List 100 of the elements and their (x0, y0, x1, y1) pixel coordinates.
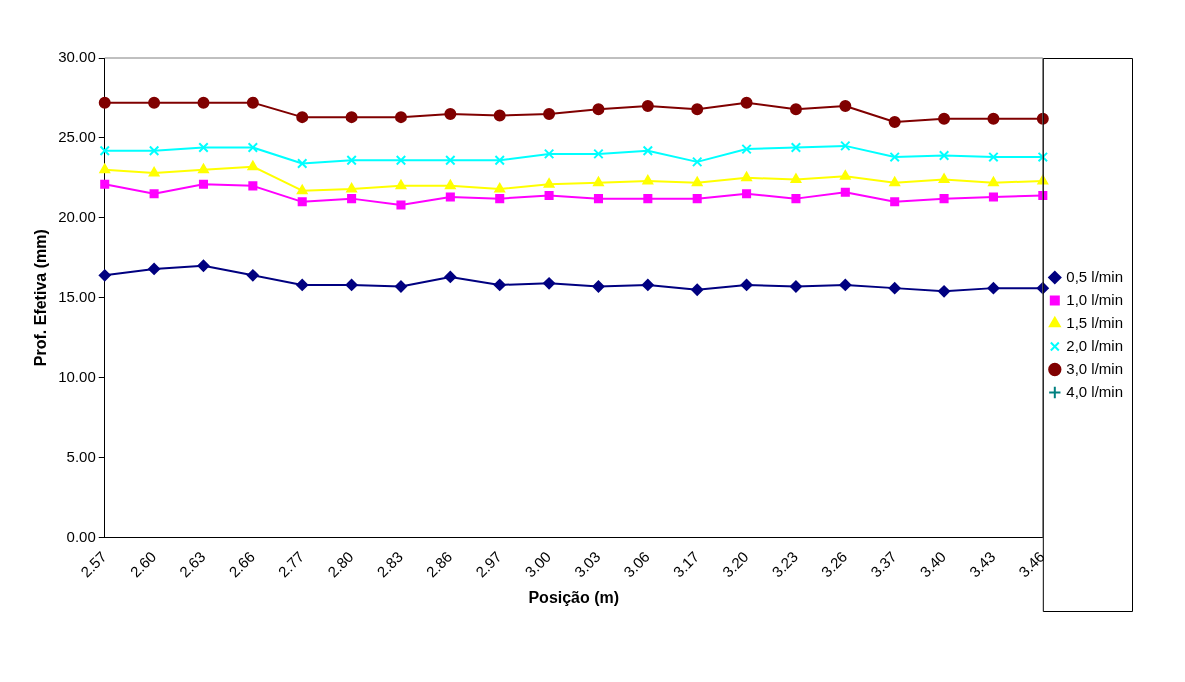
point (544, 190, 554, 200)
point (395, 155, 407, 166)
point (395, 179, 407, 190)
y-tick-label: 15.00 (58, 287, 96, 305)
x-tick-label: 3.40 (916, 547, 950, 581)
x-tick-label: 3.00 (521, 547, 555, 581)
point (543, 178, 555, 188)
point (643, 194, 653, 204)
point (593, 148, 604, 160)
point (988, 192, 998, 202)
point (840, 187, 850, 197)
point (148, 262, 161, 275)
point (592, 280, 605, 293)
x-tick-label: 3.26 (817, 547, 851, 581)
point (543, 107, 556, 120)
legend-label: 1,0 l/min (1066, 290, 1124, 308)
legend-label: 4,0 l/min (1066, 382, 1124, 400)
point (642, 145, 654, 156)
x-tick-label: 3.03 (570, 547, 604, 581)
point (247, 160, 259, 171)
point (938, 173, 950, 183)
point (1037, 151, 1049, 163)
point (346, 183, 357, 193)
point (791, 194, 801, 204)
point (345, 278, 358, 291)
point (691, 156, 703, 168)
point (493, 278, 506, 291)
y-tick-label: 25.00 (58, 128, 96, 146)
point (296, 184, 308, 195)
point (987, 112, 1000, 125)
point (691, 103, 704, 116)
point (494, 183, 506, 193)
point (543, 277, 556, 290)
point (593, 194, 603, 204)
point (641, 99, 654, 112)
legend-label: 3,0 l/min (1066, 359, 1124, 377)
point (641, 278, 654, 291)
y-tick-label: 0.00 (66, 527, 96, 545)
point (593, 176, 604, 187)
point (444, 270, 457, 283)
point (740, 96, 753, 109)
point (246, 269, 259, 282)
point (493, 109, 506, 122)
point (346, 155, 357, 166)
point (938, 285, 951, 298)
point (197, 96, 210, 109)
point (839, 170, 851, 180)
point (247, 142, 259, 153)
point (988, 176, 999, 187)
x-tick-label: 3.23 (768, 547, 801, 581)
point (445, 179, 456, 190)
point (789, 103, 802, 116)
point (939, 194, 949, 204)
point (248, 181, 258, 191)
point (691, 283, 704, 296)
point (148, 167, 160, 177)
x-tick-label: 3.43 (965, 547, 999, 581)
point (839, 278, 852, 291)
point (543, 148, 555, 160)
x-tick-label: 3.06 (620, 547, 653, 581)
point (840, 140, 851, 152)
y-tick-label: 20.00 (58, 207, 96, 225)
point (890, 197, 900, 207)
point (149, 189, 159, 199)
x-tick-label: 3.20 (718, 547, 752, 581)
point (988, 151, 999, 163)
y-tick-label: 10.00 (58, 367, 96, 385)
point (938, 112, 951, 125)
point (592, 103, 605, 116)
legend-label: 1,5 l/min (1066, 313, 1124, 331)
point (692, 194, 702, 204)
point (741, 171, 752, 182)
x-axis-title: Posição (m) (528, 588, 620, 606)
point (445, 155, 456, 166)
y-tick-label: 5.00 (66, 447, 96, 465)
point (888, 282, 901, 295)
point (198, 163, 209, 174)
point (99, 163, 111, 174)
legend-label: 2,0 l/min (1066, 336, 1124, 354)
point (741, 143, 752, 155)
point (296, 278, 309, 291)
point (198, 142, 209, 153)
point (345, 111, 358, 124)
point (297, 197, 307, 207)
point (197, 259, 210, 272)
point (396, 200, 406, 210)
point (148, 96, 161, 109)
point (98, 269, 111, 282)
point (889, 151, 900, 163)
point (642, 175, 654, 185)
point (296, 111, 309, 124)
point (198, 179, 209, 189)
point (889, 176, 901, 187)
point (246, 96, 259, 109)
y-axis-title: Prof. Efetiva (mm) (32, 229, 50, 367)
point (839, 99, 852, 112)
point (742, 189, 752, 199)
point (99, 145, 110, 156)
point (790, 173, 802, 183)
point (98, 96, 111, 109)
